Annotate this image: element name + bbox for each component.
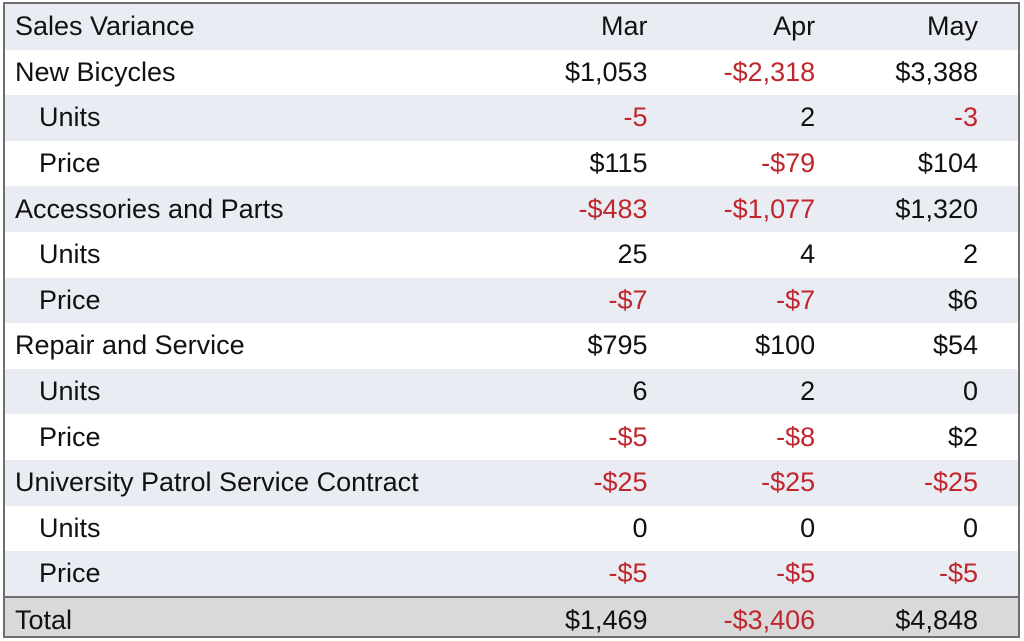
value-cell-apr: 4	[800, 239, 816, 270]
table-row: University Patrol Service Contract -$25 -$…	[5, 459, 1018, 506]
value-cell-may: -$5	[821, 551, 1018, 597]
value-cell-apr: 0	[800, 512, 816, 543]
value-cell-mar: -5	[522, 95, 658, 141]
value-cell-may: 0	[821, 368, 1018, 415]
value-cell-may: $54	[932, 330, 978, 361]
row-label: Units	[39, 239, 101, 270]
total-label: Total	[5, 595, 523, 636]
header-row: Sales Variance Mar Apr May	[5, 4, 1018, 50]
total-cell-may: $4,848	[821, 595, 1018, 636]
value-cell-apr: -$7	[657, 277, 822, 324]
value-cell-apr: -$5	[657, 551, 822, 597]
row-label: Accessories and Parts	[5, 186, 523, 232]
row-label: University Patrol Service Contract	[5, 459, 523, 506]
value-cell-mar: -$5	[608, 421, 648, 452]
value-cell-mar: -$5	[522, 551, 658, 597]
value-cell-apr: $100	[755, 330, 816, 361]
table-row: Price -$5 -$8 $2	[5, 414, 1018, 460]
row-label: Price	[39, 421, 101, 452]
row-label: Units	[39, 512, 101, 543]
column-header-apr: Apr	[657, 4, 822, 50]
value-cell-may: $1,320	[821, 186, 1018, 232]
table-row: Price $115 -$79 $104	[5, 141, 1018, 187]
sales-variance-table: Sales Variance Mar Apr May New Bicycles $…	[5, 4, 1018, 636]
row-label: Price	[5, 277, 523, 324]
total-row: Total $1,469 -$3,406 $4,848	[5, 595, 1018, 636]
table-row: Price -$7 -$7 $6	[5, 277, 1018, 324]
value-cell-may: 2	[962, 239, 978, 270]
value-cell-mar: -$7	[522, 277, 658, 324]
table-row: Price -$5 -$5 -$5	[5, 551, 1018, 597]
value-cell-apr: -$79	[761, 148, 816, 179]
value-cell-may: 0	[962, 512, 978, 543]
table-row: Units -5 2 -3	[5, 95, 1018, 141]
value-cell-apr: 2	[657, 368, 822, 415]
row-label: New Bicycles	[15, 56, 176, 87]
value-cell-mar: 25	[617, 239, 648, 270]
row-label: Repair and Service	[15, 330, 245, 361]
sales-variance-table-frame: Sales Variance Mar Apr May New Bicycles $…	[3, 2, 1020, 638]
total-cell-mar: $1,469	[522, 595, 658, 636]
value-cell-apr: -$25	[657, 459, 822, 506]
value-cell-apr: -$2,318	[723, 56, 816, 87]
row-label: Units	[5, 95, 523, 141]
value-cell-may: $6	[821, 277, 1018, 324]
table-row: New Bicycles $1,053 -$2,318 $3,388	[5, 50, 1018, 96]
row-label: Price	[39, 148, 101, 179]
value-cell-may: -$25	[821, 459, 1018, 506]
value-cell-mar: $1,053	[564, 56, 648, 87]
table-row: Units 6 2 0	[5, 368, 1018, 415]
value-cell-mar: 0	[632, 512, 648, 543]
value-cell-apr: -$1,077	[657, 186, 822, 232]
value-cell-mar: -$25	[522, 459, 658, 506]
value-cell-mar: $795	[587, 330, 648, 361]
value-cell-may: $104	[917, 148, 978, 179]
table-row: Accessories and Parts -$483 -$1,077 $1,320	[5, 186, 1018, 232]
table-row: Units 25 4 2	[5, 232, 1018, 278]
value-cell-apr: 2	[657, 95, 822, 141]
table-body: New Bicycles $1,053 -$2,318 $3,388 Units -5 2-…	[5, 50, 1018, 597]
column-header-mar: Mar	[522, 4, 658, 50]
row-label: Units	[5, 368, 523, 415]
value-cell-may: $2	[947, 421, 978, 452]
row-label: Price	[5, 551, 523, 597]
total-cell-apr: -$3,406	[657, 595, 822, 636]
table-row: Units 0 0 0	[5, 506, 1018, 552]
value-cell-mar: $115	[589, 148, 648, 179]
value-cell-may: -3	[821, 95, 1018, 141]
value-cell-may: $3,388	[895, 56, 978, 87]
table-row: Repair and Service $795 $100 $54	[5, 323, 1018, 369]
value-cell-mar: -$483	[522, 186, 658, 232]
column-header-may: May	[821, 4, 1018, 50]
value-cell-apr: -$8	[776, 421, 816, 452]
value-cell-mar: 6	[522, 368, 658, 415]
table-title: Sales Variance	[5, 4, 523, 50]
